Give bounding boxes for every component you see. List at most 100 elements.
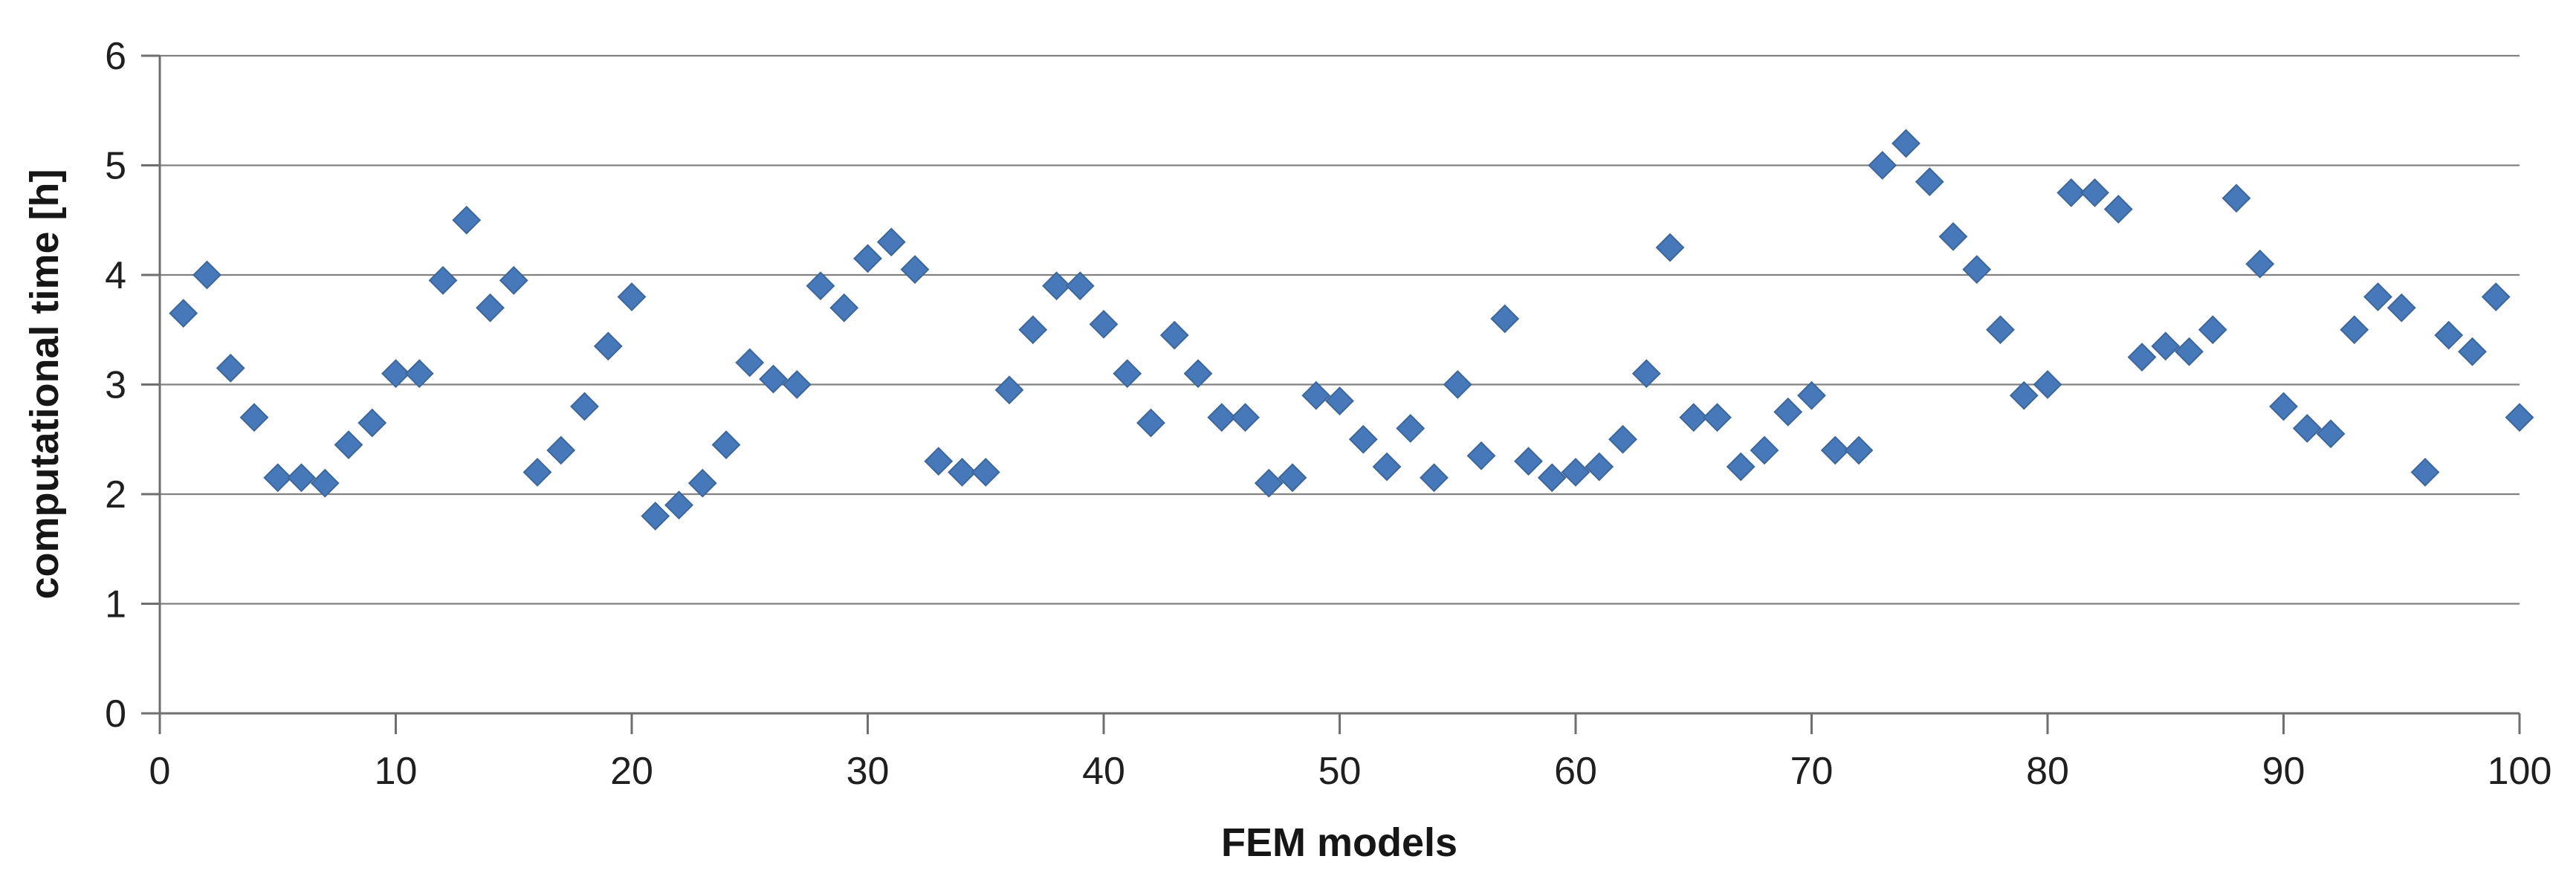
data-point-marker (2056, 178, 2086, 207)
x-tick-label: 30 (847, 750, 890, 793)
data-point-marker (782, 370, 812, 399)
data-point-marker (1207, 403, 1237, 432)
data-point-marker (2127, 343, 2157, 372)
data-point-marker (2410, 458, 2440, 487)
data-point-marker (1136, 408, 1165, 438)
data-point-marker (1018, 315, 1048, 345)
data-point-marker (1797, 380, 1826, 410)
y-tick-label: 3 (105, 364, 126, 407)
data-point-marker (1844, 435, 1874, 465)
data-point-marker (2245, 249, 2275, 279)
data-point-marker (853, 244, 882, 273)
x-tick-label: 80 (2026, 750, 2069, 793)
x-axis-tick-labels: 0 10 20 30 40 50 60 70 80 90 100 (149, 750, 2552, 793)
y-axis-title: computational time [h] (22, 169, 67, 600)
data-point-marker (428, 265, 458, 295)
data-point-marker (1113, 359, 1142, 389)
data-point-marker (239, 403, 269, 432)
data-point-marker (287, 463, 316, 493)
data-point-marker (806, 271, 835, 301)
data-point-marker (1820, 435, 1850, 465)
data-point-marker (1231, 403, 1260, 432)
data-point-marker (2103, 195, 2133, 224)
y-tick-label: 2 (105, 473, 126, 516)
data-point-marker (687, 468, 717, 498)
x-tick-label: 10 (375, 750, 418, 793)
data-point-marker (2221, 184, 2251, 213)
data-points (169, 129, 2534, 531)
data-point-marker (1042, 271, 1071, 301)
data-point-marker (2175, 337, 2204, 366)
data-point-marker (641, 502, 670, 531)
data-point-marker (1608, 424, 1637, 454)
data-point-marker (2505, 403, 2534, 432)
data-point-marker (593, 331, 623, 361)
data-point-marker (1420, 463, 1449, 493)
data-point-marker (334, 430, 363, 460)
data-point-marker (381, 359, 410, 389)
data-point-marker (664, 490, 693, 520)
data-point-marker (1065, 271, 1095, 301)
data-point-marker (2458, 337, 2487, 366)
x-axis-title: FEM models (1221, 820, 1457, 865)
data-point-marker (1726, 452, 1755, 482)
x-tick-label: 50 (1318, 750, 1362, 793)
data-point-marker (1561, 458, 1590, 487)
data-point-marker (1962, 255, 1992, 285)
data-point-marker (711, 430, 741, 460)
data-point-marker (476, 293, 505, 322)
data-point-marker (169, 299, 198, 328)
data-point-marker (2434, 320, 2464, 350)
data-point-marker (900, 255, 930, 285)
data-point-marker (1514, 447, 1543, 476)
axes (141, 54, 2521, 734)
data-point-marker (2386, 293, 2416, 322)
x-tick-label: 70 (1790, 750, 1834, 793)
data-point-marker (1655, 233, 1685, 262)
data-point-marker (829, 293, 859, 322)
data-point-marker (971, 458, 1000, 487)
y-tick-label: 0 (105, 693, 126, 736)
data-point-marker (522, 458, 552, 487)
data-point-marker (546, 435, 576, 465)
y-tick-label: 6 (105, 35, 126, 78)
data-point-marker (1443, 370, 1472, 399)
data-point-marker (1703, 403, 1732, 432)
data-point-marker (994, 375, 1024, 405)
y-axis-tick-labels: 0 1 2 3 4 5 6 (105, 35, 126, 736)
data-point-marker (2151, 331, 2181, 361)
data-point-marker (876, 227, 906, 257)
data-point-marker (216, 353, 245, 383)
data-point-marker (1750, 435, 1779, 465)
data-point-marker (924, 447, 954, 476)
data-point-marker (1278, 463, 1307, 493)
gridlines (160, 54, 2520, 715)
data-point-marker (2316, 419, 2346, 449)
data-point-marker (192, 260, 221, 290)
data-point-marker (2340, 315, 2369, 345)
data-point-marker (310, 468, 340, 498)
data-point-marker (1679, 403, 1709, 432)
data-point-marker (357, 408, 387, 438)
x-tick-label: 60 (1554, 750, 1597, 793)
y-tick-label: 4 (105, 254, 126, 297)
data-point-marker (948, 458, 977, 487)
data-point-marker (452, 205, 482, 235)
data-point-marker (1159, 320, 1189, 350)
data-point-marker (570, 392, 599, 421)
data-point-marker (1254, 468, 1284, 498)
data-point-marker (1915, 167, 1944, 197)
data-point-marker (1348, 424, 1378, 454)
data-point-marker (1986, 315, 2015, 345)
data-point-marker (1938, 221, 1968, 251)
y-tick-label: 1 (105, 583, 126, 626)
data-point-marker (2009, 380, 2039, 410)
x-tick-label: 90 (2262, 750, 2305, 793)
data-point-marker (2269, 392, 2298, 421)
data-point-marker (1466, 441, 1496, 470)
x-tick-label: 20 (610, 750, 653, 793)
data-point-marker (1891, 129, 1920, 158)
data-point-marker (2198, 315, 2227, 345)
